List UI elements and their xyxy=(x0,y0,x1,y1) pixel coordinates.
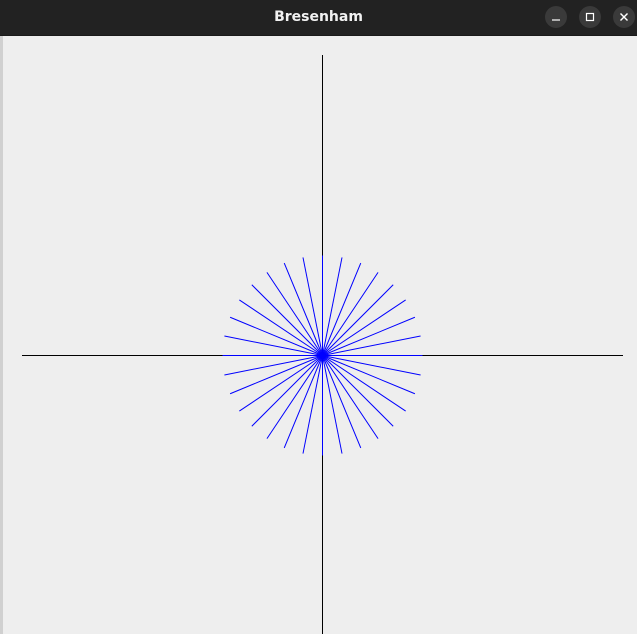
ray-line xyxy=(302,257,323,356)
ray-line xyxy=(322,355,379,439)
ray-line xyxy=(322,272,379,356)
ray-line xyxy=(322,257,343,356)
ray-line xyxy=(322,335,421,356)
close-icon xyxy=(620,13,628,21)
ray-line xyxy=(322,262,362,356)
drawing-surface xyxy=(22,55,623,634)
ray-line xyxy=(322,316,416,356)
ray-line xyxy=(283,262,323,356)
drawing-canvas[interactable] xyxy=(3,36,637,634)
ray-line xyxy=(239,355,323,412)
ray-line xyxy=(322,355,406,412)
minimize-icon xyxy=(552,19,560,21)
ray-line xyxy=(322,355,416,395)
ray-line xyxy=(266,355,323,439)
ray-line xyxy=(251,284,323,356)
window-left-edge xyxy=(0,36,3,634)
ray-line xyxy=(224,335,323,356)
ray-line xyxy=(251,355,323,427)
ray-line xyxy=(322,299,406,356)
title-bar[interactable]: Bresenham xyxy=(0,0,637,36)
window-title: Bresenham xyxy=(274,9,363,25)
ray-line xyxy=(322,355,394,427)
ray-line xyxy=(322,355,343,454)
ray-line xyxy=(229,316,323,356)
ray-line xyxy=(322,355,362,449)
ray-line xyxy=(322,284,394,356)
maximize-icon xyxy=(585,12,595,22)
ray-group xyxy=(222,255,423,456)
minimize-button[interactable] xyxy=(545,6,567,28)
ray-line xyxy=(302,355,323,454)
ray-line xyxy=(322,355,421,376)
ray-line xyxy=(283,355,323,449)
ray-line xyxy=(229,355,323,395)
ray-line xyxy=(239,299,323,356)
maximize-button[interactable] xyxy=(579,6,601,28)
ray-line xyxy=(266,272,323,356)
ray-line xyxy=(224,355,323,376)
close-button[interactable] xyxy=(613,6,635,28)
